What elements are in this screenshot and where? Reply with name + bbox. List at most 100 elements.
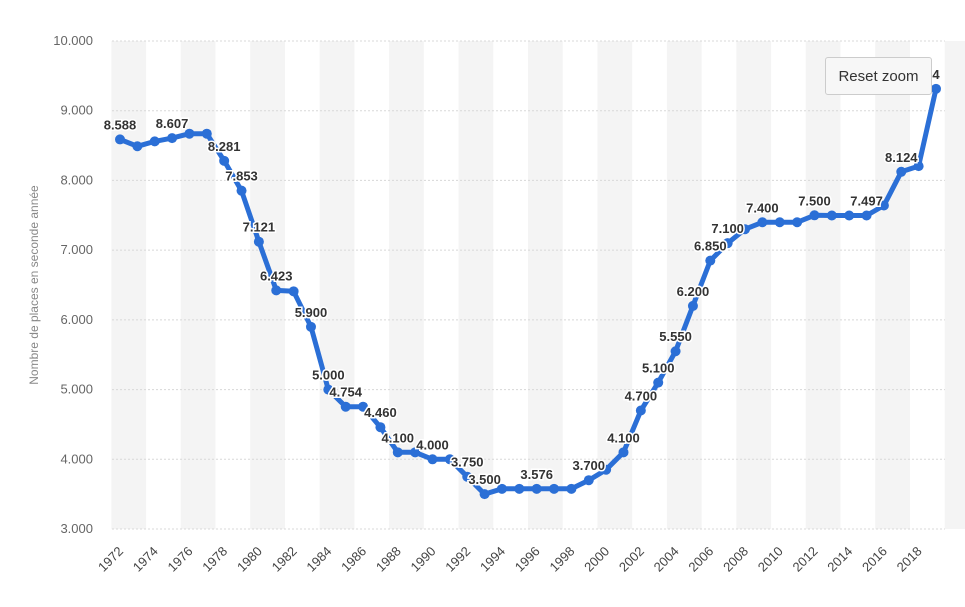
data-point bbox=[809, 210, 820, 221]
data-point bbox=[774, 217, 785, 228]
y-tick-label: 7.000 bbox=[60, 242, 93, 257]
data-point bbox=[149, 136, 160, 147]
grid-band bbox=[666, 41, 702, 529]
data-point bbox=[427, 454, 438, 465]
data-label: 7.121 bbox=[243, 220, 276, 235]
x-tick-label: 1986 bbox=[338, 544, 369, 575]
data-points bbox=[115, 83, 941, 500]
grid-band bbox=[805, 41, 841, 529]
data-point bbox=[687, 300, 698, 311]
data-label: 4.754 bbox=[329, 385, 362, 400]
data-point bbox=[705, 255, 716, 266]
data-point bbox=[184, 128, 195, 139]
x-tick-label: 2016 bbox=[859, 544, 890, 575]
data-label: 7.100 bbox=[711, 221, 744, 236]
data-label: 7.500 bbox=[798, 193, 831, 208]
data-point bbox=[201, 128, 212, 139]
data-point bbox=[236, 185, 247, 196]
x-tick-label: 1982 bbox=[269, 544, 300, 575]
data-point bbox=[826, 210, 837, 221]
data-label: 8.281 bbox=[208, 139, 241, 154]
x-tick-label: 2004 bbox=[651, 544, 682, 575]
data-point bbox=[757, 217, 768, 228]
data-point bbox=[323, 384, 334, 395]
x-tick-label: 2018 bbox=[894, 544, 925, 575]
x-tick-label: 1990 bbox=[408, 544, 439, 575]
data-label: 5.900 bbox=[295, 305, 328, 320]
data-point bbox=[115, 134, 125, 145]
x-tick-label: 2008 bbox=[720, 544, 751, 575]
data-point bbox=[861, 210, 872, 221]
y-tick-label: 9.000 bbox=[60, 103, 93, 118]
data-point bbox=[531, 483, 542, 494]
data-point bbox=[167, 133, 178, 144]
y-tick-label: 6.000 bbox=[60, 312, 93, 327]
data-label: 5.000 bbox=[312, 368, 345, 383]
data-point bbox=[549, 483, 560, 494]
gridlines bbox=[112, 40, 945, 530]
reset-zoom-button[interactable]: Reset zoom bbox=[825, 57, 932, 95]
grid-band bbox=[736, 41, 772, 529]
grid-band bbox=[319, 41, 355, 529]
x-tick-label: 1976 bbox=[165, 544, 196, 575]
x-tick-label: 1978 bbox=[199, 544, 230, 575]
grid-band bbox=[250, 41, 285, 529]
x-tick-label: 2006 bbox=[685, 544, 716, 575]
x-axis-ticks: 1972 1974 1976 1978 1980 1982 1984 1986 1988 1990… bbox=[95, 544, 925, 575]
y-axis-ticks: 3.000 4.000 5.000 6.000 7.000 8.000 9.000 10.00… bbox=[53, 33, 93, 536]
y-tick-label: 3.000 bbox=[60, 521, 93, 536]
data-label: 3.750 bbox=[451, 455, 484, 470]
x-tick-label: 1980 bbox=[234, 544, 265, 575]
data-point bbox=[358, 401, 369, 412]
data-point bbox=[670, 346, 681, 357]
x-tick-label: 2010 bbox=[755, 544, 786, 575]
data-label: 4.000 bbox=[416, 437, 449, 452]
data-label: 4.100 bbox=[382, 430, 415, 445]
x-tick-label: 2002 bbox=[616, 544, 647, 575]
data-point bbox=[253, 236, 264, 247]
grid-band bbox=[458, 41, 494, 529]
data-point bbox=[340, 401, 351, 412]
alternating-bands bbox=[111, 41, 965, 529]
grid-band bbox=[528, 41, 563, 529]
data-point bbox=[271, 285, 282, 296]
x-tick-label: 1994 bbox=[477, 544, 508, 575]
data-label: 7.853 bbox=[225, 169, 258, 184]
data-point bbox=[410, 447, 421, 458]
y-tick-label: 5.000 bbox=[60, 382, 93, 397]
grid-band bbox=[180, 41, 216, 529]
data-label: 3.500 bbox=[468, 472, 501, 487]
data-point bbox=[635, 405, 646, 416]
data-point bbox=[479, 489, 490, 500]
data-label: 5.100 bbox=[642, 361, 675, 376]
data-point bbox=[496, 483, 507, 494]
data-point bbox=[913, 161, 924, 172]
y-tick-label: 10.000 bbox=[53, 33, 93, 48]
data-point bbox=[878, 200, 889, 211]
x-tick-label: 1996 bbox=[512, 544, 543, 575]
data-label: 6.200 bbox=[677, 284, 710, 299]
x-tick-label: 1972 bbox=[95, 544, 126, 575]
data-label: 6.423 bbox=[260, 268, 293, 283]
data-point bbox=[792, 217, 803, 228]
grid-band bbox=[944, 41, 965, 529]
grid-band bbox=[875, 41, 910, 529]
data-label: 3.700 bbox=[572, 458, 605, 473]
data-label: 4.100 bbox=[607, 430, 640, 445]
data-label: 7.400 bbox=[746, 200, 779, 215]
data-point bbox=[462, 471, 473, 482]
data-point bbox=[844, 210, 855, 221]
data-point bbox=[618, 447, 629, 458]
data-label: 5.550 bbox=[659, 329, 692, 344]
y-axis-label: Nombre de places en seconde année bbox=[27, 185, 41, 385]
data-point bbox=[653, 377, 664, 388]
data-point bbox=[305, 321, 316, 332]
data-label: 6.850 bbox=[694, 239, 727, 254]
x-tick-label: 2000 bbox=[581, 544, 612, 575]
x-tick-label: 2014 bbox=[824, 544, 855, 575]
data-point bbox=[219, 155, 230, 166]
data-label: 3.576 bbox=[520, 467, 553, 482]
data-label: 8.124 bbox=[885, 150, 918, 165]
data-point bbox=[514, 483, 525, 494]
